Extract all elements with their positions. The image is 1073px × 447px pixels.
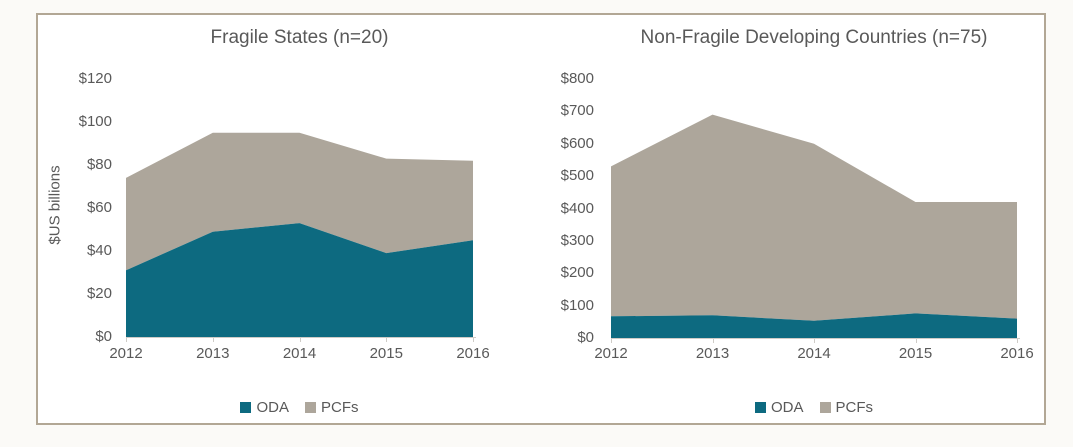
oda-area — [611, 313, 1017, 338]
y-tick-label: $800 — [560, 70, 594, 87]
x-tick-mark — [212, 337, 214, 342]
x-tick-mark — [915, 338, 917, 343]
legend-item-oda: ODA — [240, 399, 289, 416]
legend-item-oda: ODA — [754, 399, 804, 416]
stacked-area-plot — [611, 114, 1017, 338]
x-tick-label: 2013 — [196, 345, 230, 362]
chart-title: Non-Fragile Developing Countries (n=75) — [640, 27, 988, 48]
x-tick-label: 2013 — [695, 345, 730, 362]
x-tick-label: 2015 — [898, 345, 933, 362]
x-axis-line — [611, 338, 1020, 339]
chart-non-fragile-countries: Non-Fragile Developing Countries (n=75) … — [38, 15, 1044, 423]
pcfs-swatch-icon — [819, 402, 831, 413]
y-tick-label: $300 — [560, 231, 594, 249]
y-tick-label: $200 — [560, 264, 594, 282]
y-tick-label: $80 — [86, 156, 112, 173]
chart-title: Fragile States (n=20) — [210, 27, 389, 48]
x-tick-mark — [712, 338, 714, 343]
x-tick-mark — [299, 337, 301, 342]
x-tick-label: 2016 — [456, 345, 490, 362]
pcfs-area — [126, 132, 473, 271]
x-axis-line — [126, 337, 476, 338]
y-tick-label: $100 — [78, 113, 112, 130]
y-tick-label: $700 — [560, 102, 594, 120]
y-tick-label: $60 — [86, 199, 112, 216]
x-tick-label: 2012 — [109, 345, 143, 362]
y-tick-label: $20 — [86, 285, 112, 302]
y-tick-label: $500 — [560, 167, 594, 185]
y-tick-label: $100 — [560, 296, 594, 314]
chart-panel: Fragile States (n=20) $US billions $0 $20… — [36, 13, 1046, 425]
legend-label-pcfs: PCFs — [321, 399, 359, 416]
x-tick-mark — [814, 338, 815, 343]
x-tick-label: 2015 — [369, 345, 403, 362]
y-axis-title: $US billions — [46, 165, 64, 245]
x-tick-mark — [473, 337, 474, 342]
x-tick-label: 2014 — [797, 345, 831, 362]
y-tick-label: $0 — [577, 329, 594, 346]
oda-swatch-icon — [240, 402, 252, 413]
x-tick-mark — [1017, 338, 1018, 343]
x-tick-label: 2012 — [594, 345, 628, 362]
legend-item-pcfs: PCFs — [305, 399, 359, 416]
legend-label-pcfs: PCFs — [835, 399, 874, 416]
y-tick-label: $400 — [560, 199, 594, 217]
x-tick-label: 2014 — [282, 345, 317, 362]
y-tick-label: $40 — [86, 242, 112, 259]
y-tick-label: $0 — [95, 328, 112, 345]
x-tick-mark — [611, 338, 612, 343]
oda-area — [126, 223, 473, 337]
pcfs-swatch-icon — [305, 402, 316, 413]
legend-label-oda: ODA — [770, 399, 804, 416]
oda-swatch-icon — [754, 402, 766, 413]
x-tick-mark — [126, 337, 127, 342]
x-tick-mark — [386, 337, 388, 342]
x-tick-label: 2016 — [1000, 345, 1034, 362]
legend-item-pcfs: PCFs — [819, 399, 874, 416]
pcfs-area — [611, 114, 1017, 321]
y-tick-label: $120 — [78, 70, 112, 87]
legend: ODA PCFs — [611, 399, 1017, 416]
chart-fragile-states: Fragile States (n=20) $US billions $0 $20… — [38, 15, 1044, 423]
legend: ODA PCFs — [126, 399, 473, 416]
y-tick-label: $600 — [560, 134, 594, 152]
stacked-area-plot — [126, 132, 473, 337]
legend-label-oda: ODA — [256, 399, 289, 416]
